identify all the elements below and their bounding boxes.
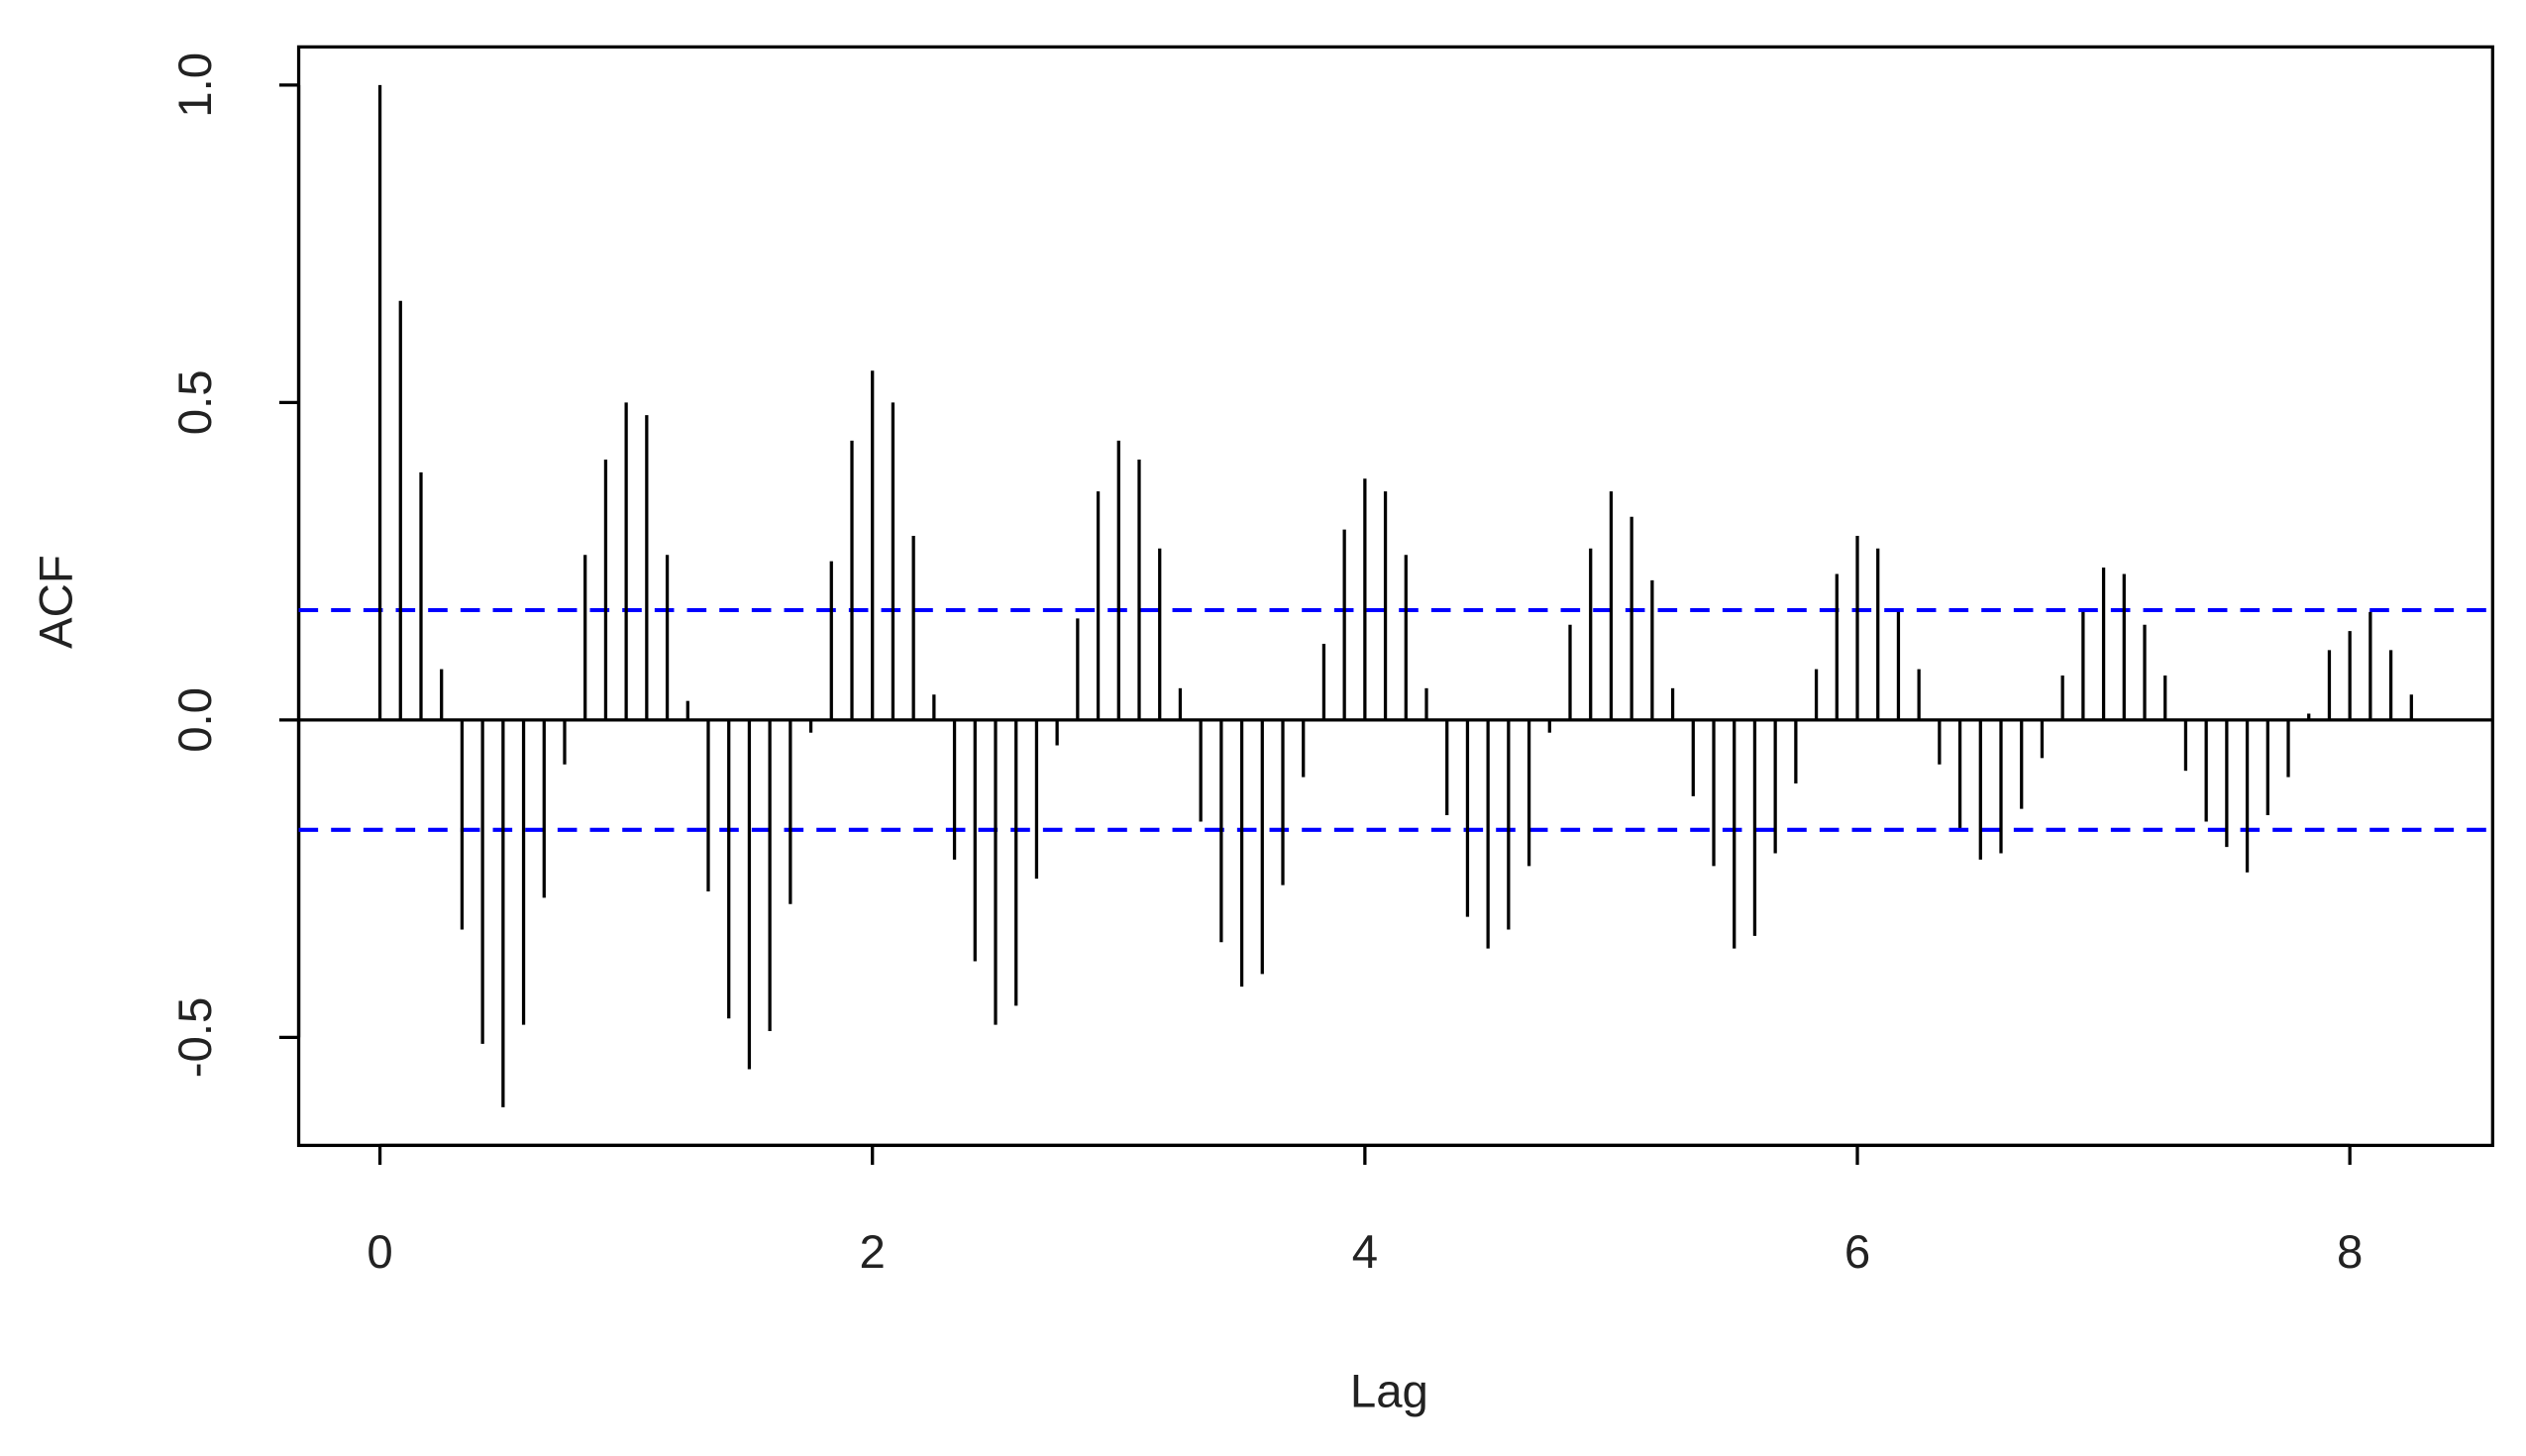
x-tick-label: 2 bbox=[860, 1226, 886, 1279]
x-axis-title: Lag bbox=[1350, 1365, 1428, 1417]
x-tick-label: 8 bbox=[2337, 1226, 2363, 1279]
y-axis-title: ACF bbox=[30, 555, 82, 649]
x-tick-label: 0 bbox=[367, 1226, 392, 1279]
y-tick-label: 0.0 bbox=[169, 687, 222, 753]
x-tick-label: 6 bbox=[1844, 1226, 1870, 1279]
y-tick-label: -0.5 bbox=[169, 997, 222, 1079]
y-tick-label: 1.0 bbox=[169, 52, 222, 118]
x-tick-label: 4 bbox=[1352, 1226, 1378, 1279]
y-tick-label: 0.5 bbox=[169, 369, 222, 435]
